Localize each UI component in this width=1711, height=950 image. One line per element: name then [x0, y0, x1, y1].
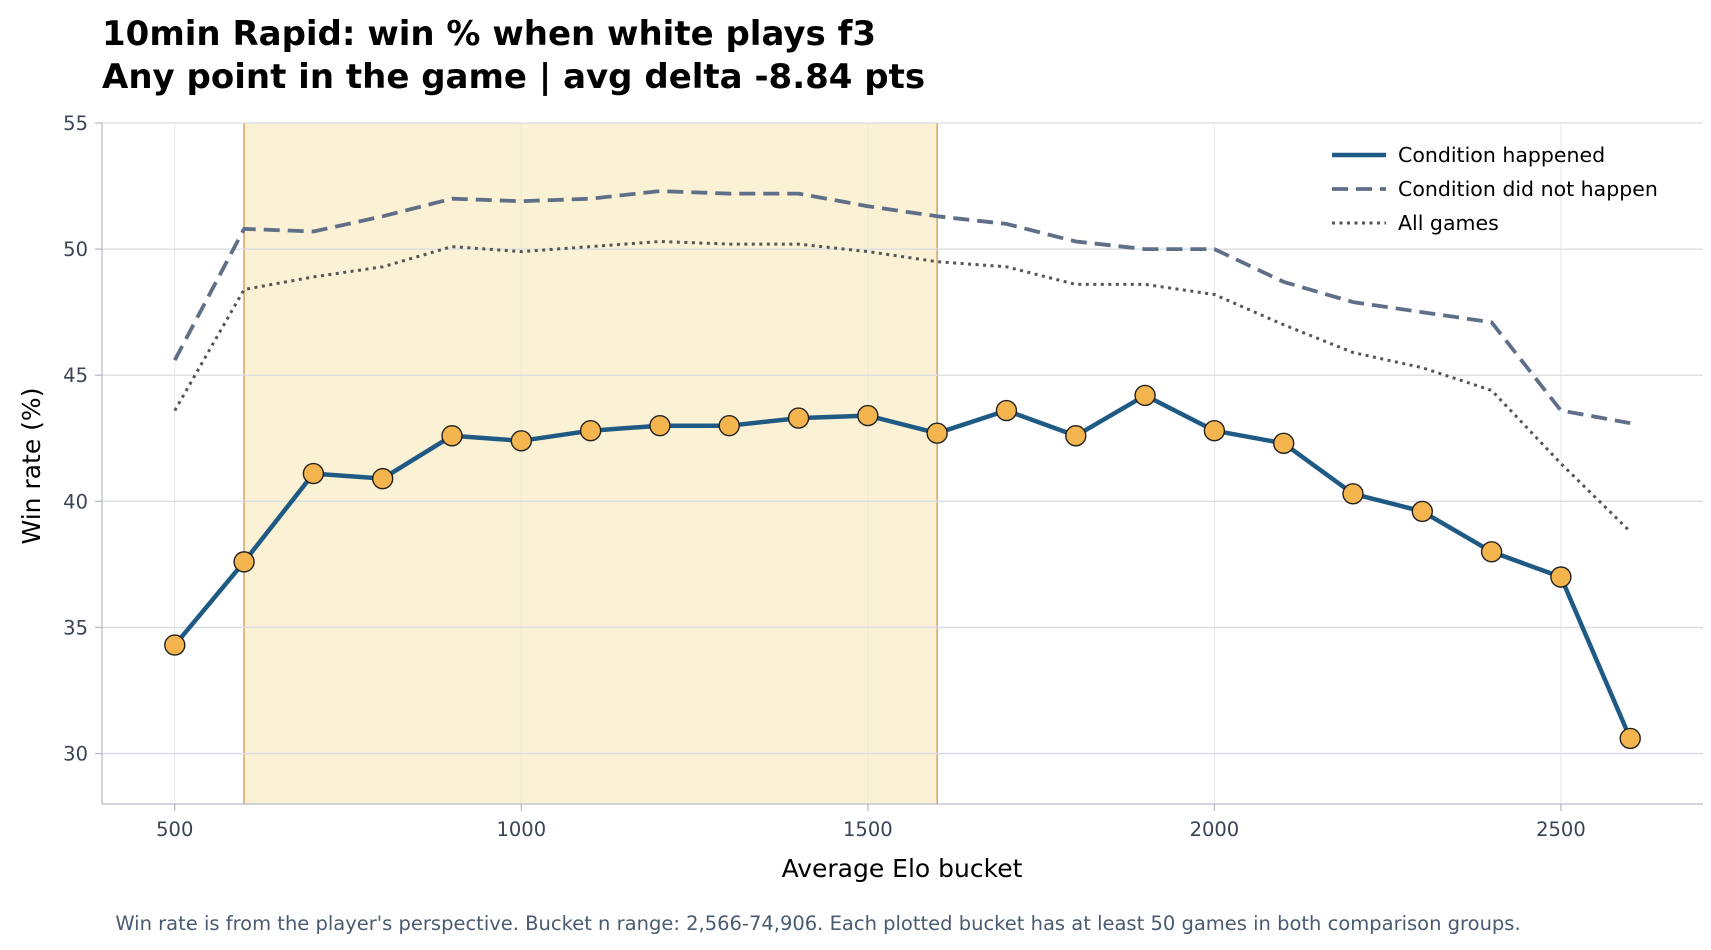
data-point — [510, 430, 533, 452]
data-point — [1619, 727, 1641, 750]
x-tick-label: 2500 — [1536, 818, 1586, 841]
series-line-dashed — [173, 189, 1631, 425]
legend-label: Condition happened — [1398, 143, 1605, 167]
data-point — [1134, 384, 1156, 407]
legend-label: Condition did not happen — [1398, 177, 1658, 201]
plot-area: 500 1000 1500 2000 2500 30 35 40 45 50 55 Condition… — [63, 112, 1703, 841]
data-point — [441, 425, 463, 447]
chart-title-line-1: 10min Rapid: win % when white plays f3 — [102, 14, 876, 54]
data-point — [1065, 425, 1087, 447]
data-point — [1342, 483, 1364, 505]
footnote: Win rate is from the player's perspectiv… — [115, 912, 1520, 935]
y-tick-label: 35 — [63, 616, 88, 639]
data-point — [1411, 500, 1434, 523]
y-tick-label: 40 — [63, 490, 88, 513]
data-point — [1203, 420, 1226, 442]
y-tick-label: 45 — [63, 364, 88, 387]
data-point — [302, 462, 325, 485]
data-point — [995, 399, 1018, 422]
legend-label: All games — [1398, 211, 1499, 235]
data-point — [718, 414, 740, 437]
data-point — [787, 407, 810, 429]
x-tick-label: 1500 — [843, 818, 893, 841]
data-point — [233, 551, 255, 573]
x-tick-label: 2000 — [1190, 818, 1240, 841]
data-point — [579, 420, 602, 442]
data-point — [857, 404, 879, 427]
data-point — [164, 634, 186, 656]
data-point — [926, 422, 948, 444]
x-tick-label: 500 — [156, 818, 193, 841]
data-point — [1550, 566, 1572, 588]
series-line-dotted — [173, 240, 1632, 533]
y-axis-label: Win rate (%) — [17, 388, 46, 545]
data-point — [1480, 541, 1503, 563]
highlight-band — [244, 123, 938, 804]
x-tick-label: 1000 — [496, 818, 546, 841]
data-point — [371, 467, 394, 490]
data-point — [649, 414, 671, 437]
series-line-solid — [172, 393, 1633, 741]
y-tick-label: 50 — [63, 238, 88, 261]
chart-title: 10min Rapid: win % when white plays f3 A… — [102, 14, 925, 97]
y-tick-label: 55 — [63, 112, 88, 135]
data-point — [1272, 432, 1295, 455]
x-axis-label: Average Elo bucket — [782, 854, 1023, 883]
y-tick-label: 30 — [63, 743, 88, 766]
chart-title-line-2: Any point in the game | avg delta -8.84 … — [102, 57, 925, 97]
